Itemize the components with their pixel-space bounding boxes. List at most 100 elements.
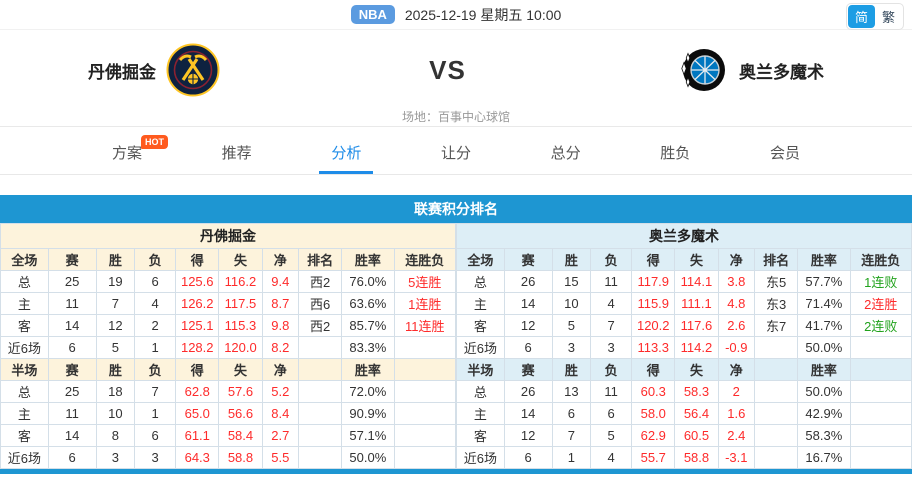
stat-cell: 83.3% xyxy=(341,336,395,359)
stat-cell: 76.0% xyxy=(341,270,395,293)
stat-cell: 10 xyxy=(95,402,136,425)
column-header-cell: 得 xyxy=(175,248,220,271)
stat-cell: 15 xyxy=(551,270,592,293)
lang-simplified-button[interactable]: 简 xyxy=(847,5,875,28)
stat-cell: 63.6% xyxy=(341,292,395,315)
stat-cell: -0.9 xyxy=(717,336,755,359)
column-header-cell: 失 xyxy=(218,358,263,381)
stat-cell: 120.0 xyxy=(218,336,263,359)
column-header-cell: 失 xyxy=(674,358,719,381)
stat-cell: 57.6 xyxy=(218,380,263,403)
stat-cell: 117.5 xyxy=(218,292,263,315)
tab-totals[interactable]: 总分 xyxy=(551,133,581,174)
stat-cell: 12 xyxy=(95,314,136,337)
stat-cell xyxy=(297,402,343,425)
column-header-cell: 赛 xyxy=(503,248,553,271)
stat-cell xyxy=(753,380,799,403)
column-header-cell: 胜 xyxy=(95,248,136,271)
stat-cell: 7 xyxy=(551,424,592,447)
stat-cell: 41.7% xyxy=(797,314,851,337)
stat-cell: 3 xyxy=(134,446,177,469)
stat-cell: 120.2 xyxy=(631,314,676,337)
stat-cell: 西6 xyxy=(297,292,343,315)
stat-cell: 117.6 xyxy=(674,314,719,337)
table-header-row: 半场赛胜负得失净 胜率 xyxy=(0,358,456,381)
table-row: 总 25 19 6 125.6 116.2 9.4 西2 76.0% 5连胜 xyxy=(0,270,456,293)
stat-cell: 1 xyxy=(134,336,177,359)
column-header-cell: 连胜负 xyxy=(849,248,912,271)
column-header-cell: 负 xyxy=(590,248,633,271)
table-row: 总 26 13 11 60.3 58.3 2 50.0% xyxy=(456,380,912,403)
stat-cell: 18 xyxy=(95,380,136,403)
stat-cell: 客 xyxy=(456,314,505,337)
home-team: 丹佛掘金 xyxy=(88,43,220,97)
stat-cell: 58.3% xyxy=(797,424,851,447)
matchup-section: 丹佛掘金 VS xyxy=(0,30,912,127)
stat-cell: 50.0% xyxy=(797,380,851,403)
tab-recommend[interactable]: 推荐 xyxy=(222,133,252,174)
stat-cell: 4 xyxy=(134,292,177,315)
table-team-row: 奥兰多魔术 xyxy=(456,223,912,249)
stat-cell: 19 xyxy=(95,270,136,293)
stat-cell: 8.4 xyxy=(261,402,299,425)
stat-cell: 57.7% xyxy=(797,270,851,293)
stat-cell: 57.1% xyxy=(341,424,395,447)
column-header-cell: 负 xyxy=(590,358,633,381)
stat-cell: 客 xyxy=(0,424,49,447)
column-header-cell xyxy=(297,358,343,381)
stat-cell: 25 xyxy=(47,380,97,403)
column-header-cell: 胜率 xyxy=(797,358,851,381)
column-header-cell: 净 xyxy=(261,248,299,271)
stat-cell: 7 xyxy=(95,292,136,315)
stat-cell: 42.9% xyxy=(797,402,851,425)
stat-cell: 128.2 xyxy=(175,336,220,359)
table-row: 主 11 10 1 65.0 56.6 8.4 90.9% xyxy=(0,402,456,425)
stat-cell: 114.2 xyxy=(674,336,719,359)
stat-cell: 5 xyxy=(95,336,136,359)
stat-cell: 11连胜 xyxy=(393,314,456,337)
tab-plans[interactable]: 方案 HOT xyxy=(112,133,169,174)
stat-cell: 11 xyxy=(590,270,633,293)
stat-cell xyxy=(393,424,456,447)
home-team-stats-panel: 丹佛掘金 全场赛胜负得失净排名 胜率 连胜负总 25 19 6 125.6 116.2 9.4 西2… xyxy=(0,223,456,469)
stat-cell: 14 xyxy=(47,424,97,447)
table-team-name: 奥兰多魔术 xyxy=(456,223,912,249)
tab-handicap[interactable]: 让分 xyxy=(441,133,471,174)
column-header-cell: 全场 xyxy=(456,248,505,271)
column-header-cell: 赛 xyxy=(47,358,97,381)
tab-label: 方案 xyxy=(112,145,143,162)
column-header-cell: 赛 xyxy=(503,358,553,381)
column-header-cell: 排名 xyxy=(297,248,343,271)
table-row: 近6场 6 5 1 128.2 120.0 8.2 83.3% xyxy=(0,336,456,359)
stat-cell: 58.8 xyxy=(218,446,263,469)
stat-cell: 4 xyxy=(590,446,633,469)
tab-winlose[interactable]: 胜负 xyxy=(660,133,690,174)
column-header-cell: 净 xyxy=(717,358,755,381)
stat-cell: 5 xyxy=(590,424,633,447)
away-team-stats-table: 奥兰多魔术 全场赛胜负得失净排名 胜率 连胜负总 26 15 11 117.9 114.1 3.8… xyxy=(456,223,912,469)
stat-cell: 50.0% xyxy=(797,336,851,359)
table-row: 客 14 12 2 125.1 115.3 9.8 西2 85.7% 11连胜 xyxy=(0,314,456,337)
lang-traditional-button[interactable]: 繁 xyxy=(881,10,895,25)
tab-analysis[interactable]: 分析 xyxy=(319,133,374,174)
stat-cell: 14 xyxy=(503,292,553,315)
tab-member[interactable]: 会员 xyxy=(770,133,800,174)
table-team-row: 丹佛掘金 xyxy=(0,223,456,249)
stat-cell xyxy=(297,446,343,469)
stat-cell: 56.6 xyxy=(218,402,263,425)
stat-cell: 6 xyxy=(503,446,553,469)
stat-cell: 6 xyxy=(134,424,177,447)
stat-cell: 26 xyxy=(503,380,553,403)
language-toggle: 简 繁 xyxy=(845,3,904,30)
stat-cell: 8 xyxy=(95,424,136,447)
stat-cell: 58.0 xyxy=(631,402,676,425)
stat-cell: 东3 xyxy=(753,292,799,315)
stat-cell: 58.4 xyxy=(218,424,263,447)
stat-cell: 13 xyxy=(551,380,592,403)
column-header-cell: 失 xyxy=(674,248,719,271)
stat-cell: 3 xyxy=(551,336,592,359)
column-header-cell xyxy=(393,358,456,381)
stat-cell: 4.8 xyxy=(717,292,755,315)
stat-cell: 2 xyxy=(134,314,177,337)
teams-row: 丹佛掘金 VS xyxy=(0,38,912,102)
